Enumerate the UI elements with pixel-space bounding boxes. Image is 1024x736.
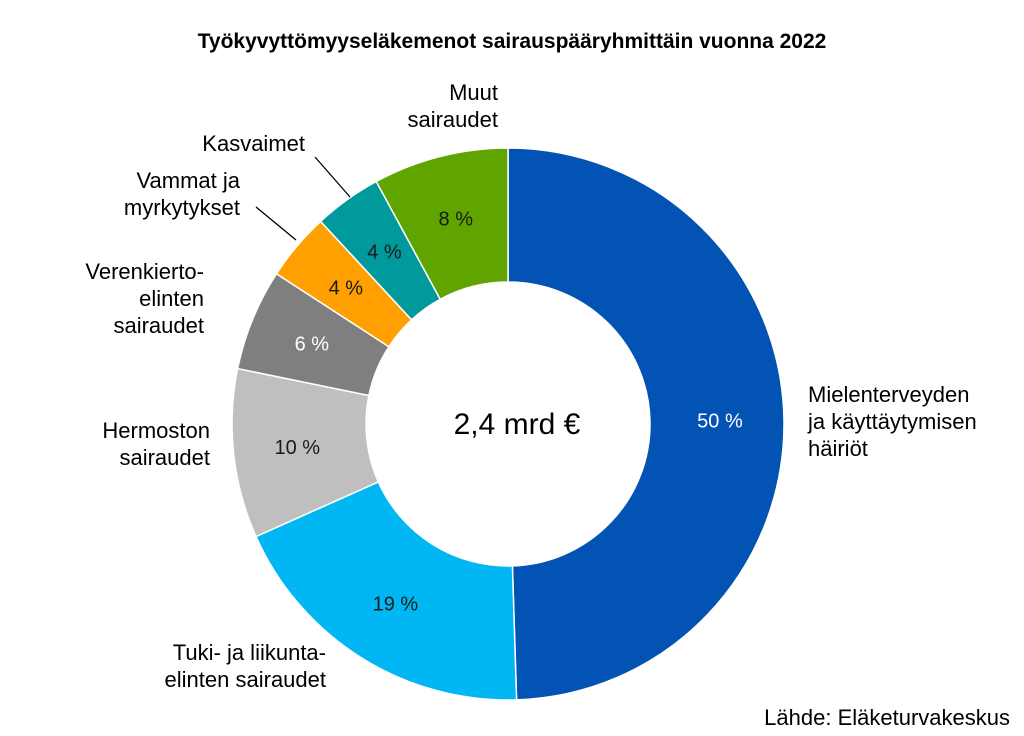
slice-value-label: 8 % [439, 209, 474, 231]
slice-value-label: 4 % [329, 277, 364, 299]
slice-category-label: Kasvaimet [202, 131, 305, 156]
slice-value-label: 6 % [295, 334, 330, 356]
percent-labels: 50 % 19 % 10 % 6 % 4 %4 % 8 % [274, 209, 743, 616]
slice-category-label: Hermoston sairaudet [102, 418, 210, 470]
leader-line [314, 156, 351, 198]
leader-lines [255, 156, 351, 241]
slice-category-label: Tuki- ja liikunta-elinten sairaudet [165, 640, 326, 692]
donut-slice [507, 147, 785, 701]
donut-slices [231, 147, 785, 701]
slice-value-label: 50 % [697, 411, 743, 433]
chart-title: Työkyvyttömyyseläkemenot sairauspääryhmi… [198, 30, 827, 53]
slice-category-label: Muut sairaudet [407, 80, 498, 132]
slice-category-label: Verenkierto-elinten sairaudet [85, 259, 204, 338]
donut-slice [375, 147, 509, 301]
slice-value-label: 10 % [274, 437, 320, 459]
source-note: Lähde: Eläketurvakeskus [764, 705, 1010, 730]
slice-value-label: 4 % [367, 242, 402, 264]
slice-category-label: Mielenterveyden ja käyttäytymisen häiriöt [807, 382, 977, 461]
center-total-label: 2,4 mrd € [454, 408, 581, 441]
category-labels: Mielenterveyden ja käyttäytymisen häiriöt T… [85, 80, 976, 692]
leader-line [255, 206, 297, 241]
donut-slice [254, 480, 518, 701]
slice-value-label: 19 % [373, 594, 419, 616]
slice-category-label: Vammat ja myrkytykset [124, 168, 241, 220]
